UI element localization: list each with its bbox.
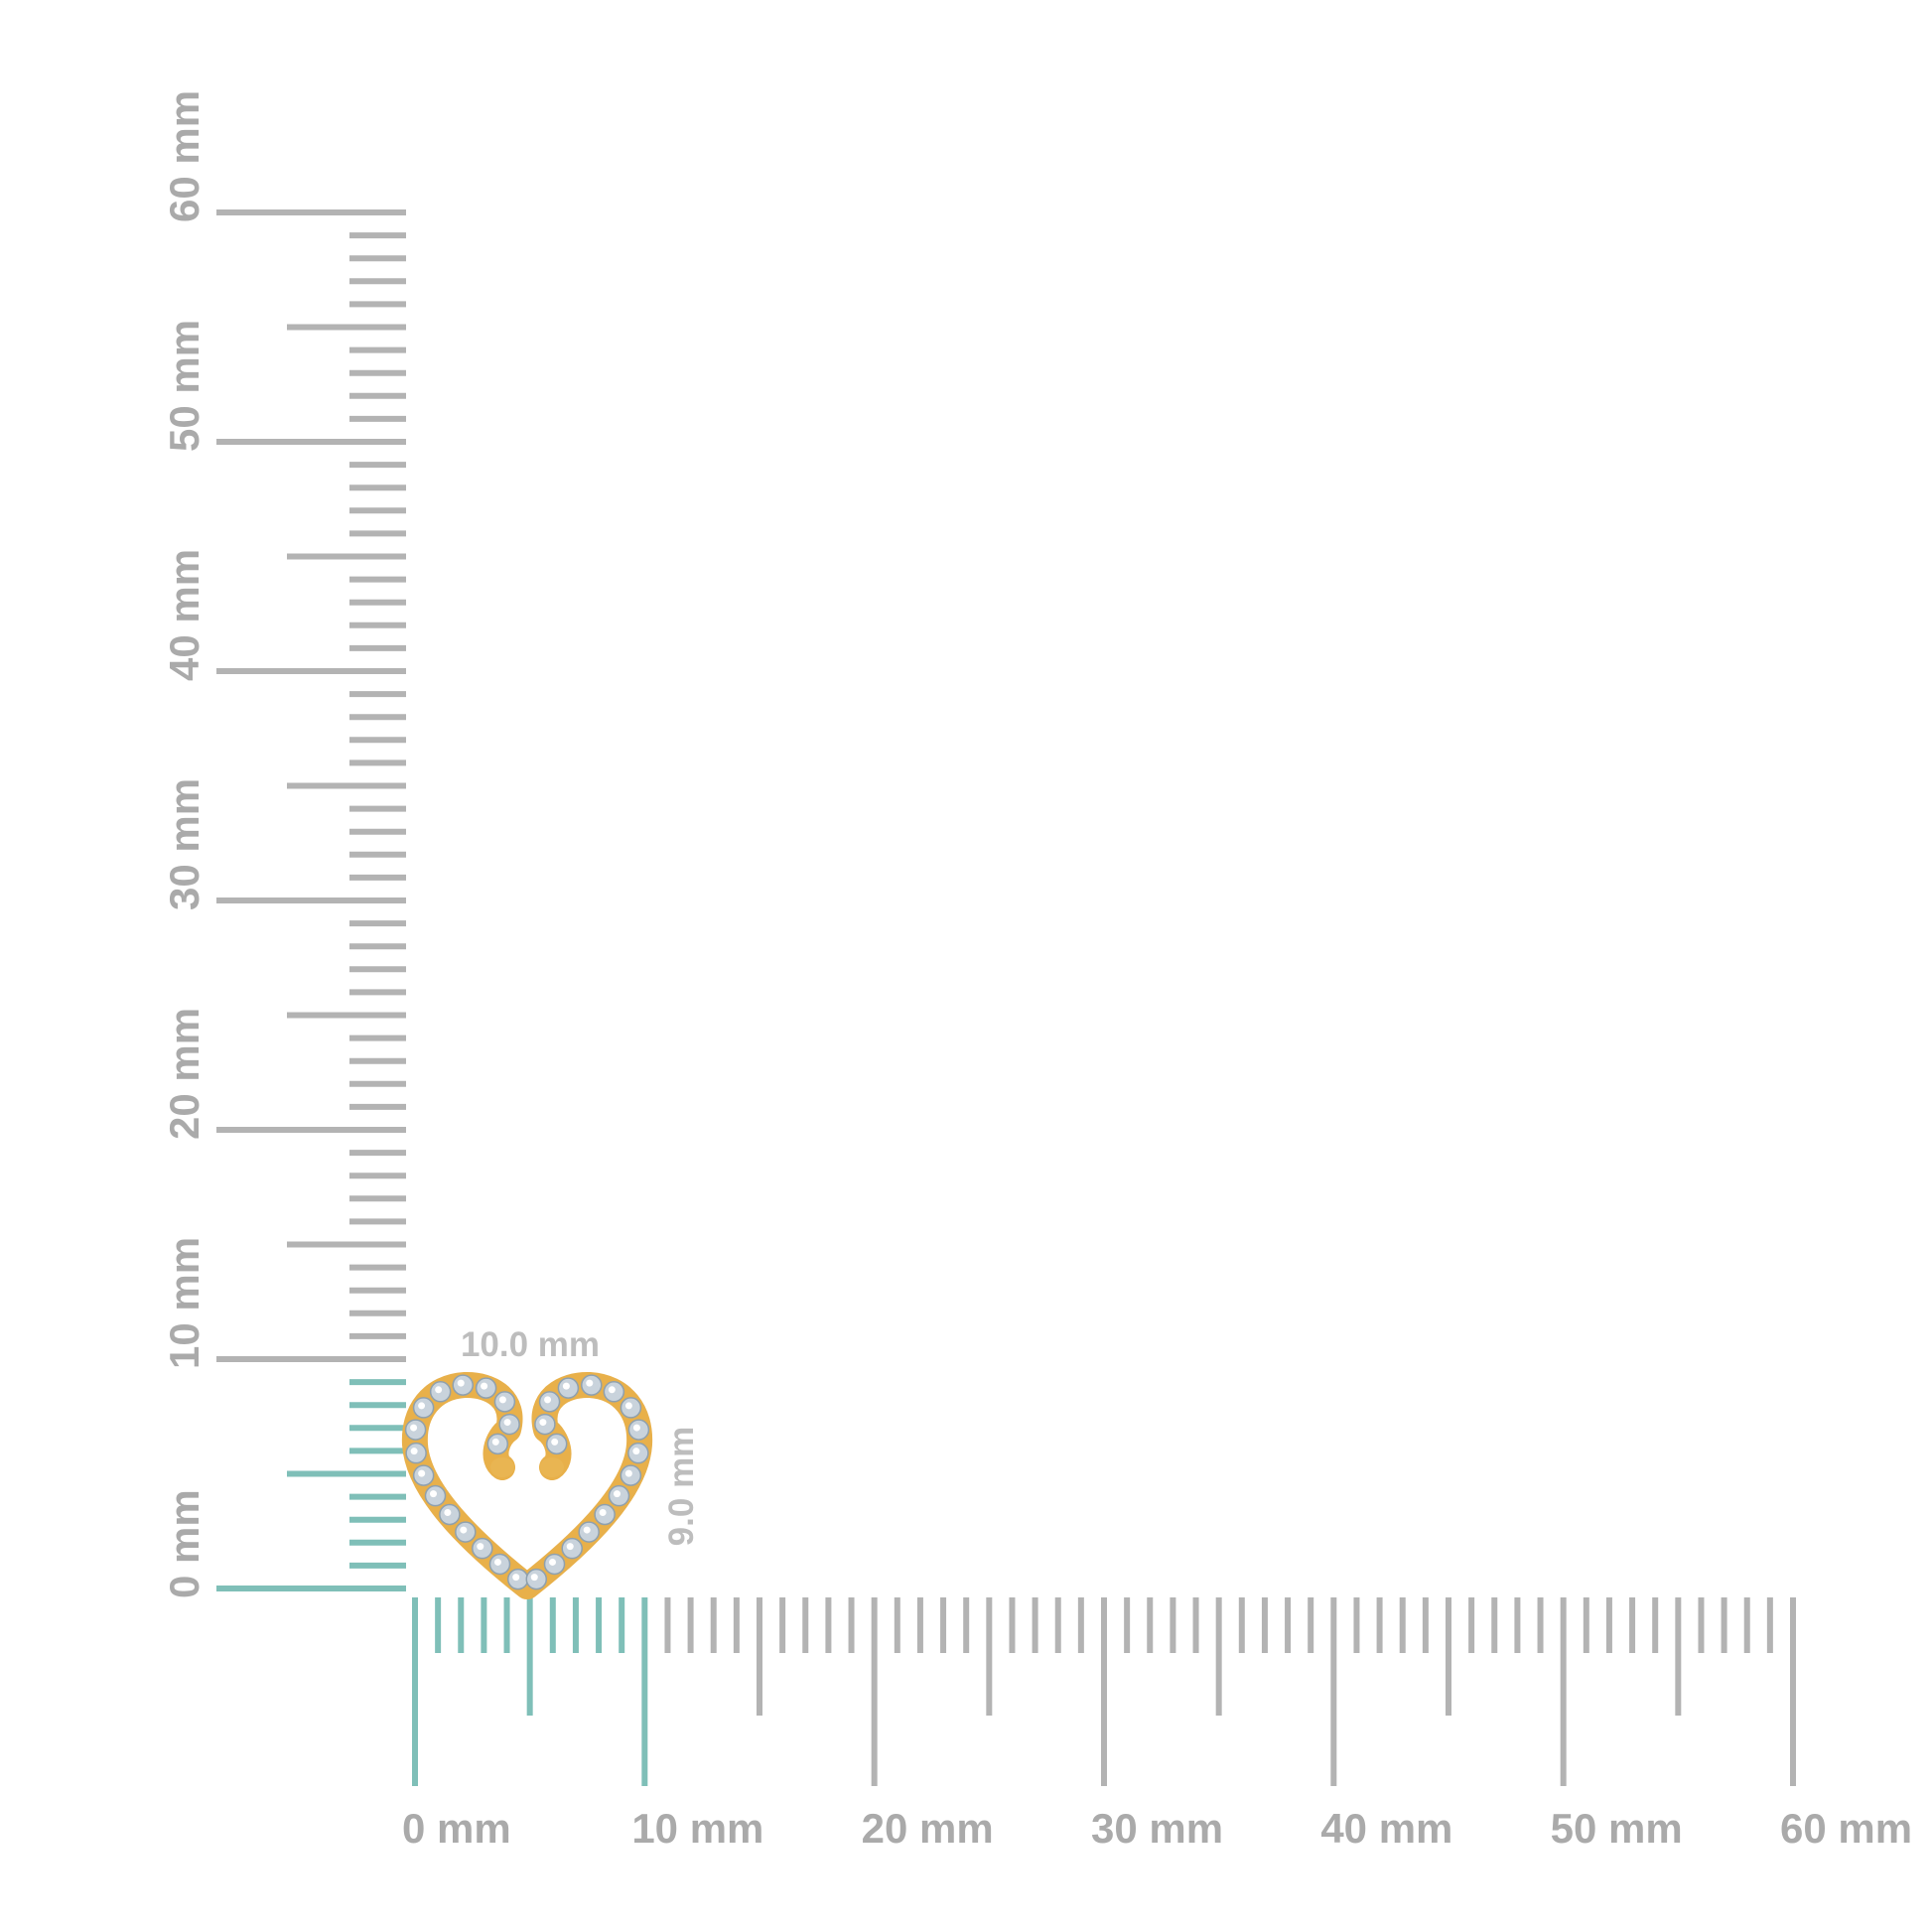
diamond-sparkle [544, 1396, 552, 1404]
diamond-sparkle [624, 1402, 632, 1410]
diamond-sparkle [457, 1379, 465, 1387]
heart-pendant-image [401, 1372, 653, 1599]
diamond-sparkle [498, 1396, 506, 1404]
diamond-sparkle [410, 1424, 418, 1432]
vertical-ruler-label: 20 mm [161, 1008, 207, 1140]
diamond-sparkle [624, 1469, 632, 1477]
diamond-sparkle [614, 1490, 621, 1498]
diamond-sparkle [410, 1448, 418, 1455]
width-dimension-label: 10.0 mm [461, 1325, 600, 1364]
vertical-ruler-label: 50 mm [161, 320, 207, 452]
diamond-sparkle [562, 1382, 570, 1390]
horizontal-ruler-label: 10 mm [631, 1805, 763, 1852]
vertical-ruler-label: 10 mm [161, 1237, 207, 1369]
diamond-sparkle [632, 1424, 640, 1432]
diamond-sparkle [632, 1448, 640, 1455]
diamond-sparkle [549, 1558, 557, 1566]
horizontal-ruler-label: 0 mm [402, 1805, 511, 1852]
diamond-sparkle [530, 1574, 538, 1582]
diamond-sparkle [493, 1558, 501, 1566]
vertical-ruler: 0 mm 10 mm 20 mm 30 mm 40 mm 50 mm 60 mm [161, 90, 406, 1598]
vertical-ruler-label: 0 mm [161, 1489, 207, 1598]
horizontal-ruler-label: 20 mm [862, 1805, 994, 1852]
vertical-ruler-label: 60 mm [161, 90, 207, 222]
heart-curl-end [540, 1457, 564, 1477]
horizontal-ruler-label: 60 mm [1780, 1805, 1912, 1852]
diamond-sparkle [481, 1382, 488, 1390]
diamond-sparkle [566, 1543, 574, 1551]
horizontal-ruler-label: 40 mm [1320, 1805, 1452, 1852]
heart-curl-end [490, 1457, 514, 1477]
diamond-sparkle [460, 1526, 468, 1534]
diamond-sparkle [512, 1574, 520, 1582]
diamond-stones [404, 1374, 650, 1590]
vertical-ruler-label: 30 mm [161, 778, 207, 910]
horizontal-ruler: 0 mm 10 mm 20 mm 30 mm 40 mm 50 mm 60 mm [402, 1597, 1912, 1852]
diamond-sparkle [429, 1490, 437, 1498]
diamond-sparkle [435, 1386, 443, 1394]
diamond-sparkle [551, 1438, 559, 1446]
horizontal-ruler-label: 50 mm [1551, 1805, 1683, 1852]
heart-gold-frame [401, 1372, 653, 1599]
diamond-sparkle [444, 1509, 452, 1517]
height-dimension-label: 9.0 mm [662, 1427, 701, 1547]
vertical-ruler-label: 40 mm [161, 549, 207, 681]
diamond-sparkle [503, 1419, 511, 1427]
diamond-sparkle [418, 1402, 426, 1410]
diamond-sparkle [418, 1469, 426, 1477]
diamond-sparkle [599, 1509, 607, 1517]
diamond-sparkle [608, 1386, 616, 1394]
diamond-sparkle [539, 1419, 547, 1427]
horizontal-ruler-label: 30 mm [1091, 1805, 1223, 1852]
diamond-sparkle [491, 1438, 499, 1446]
diamond-sparkle [583, 1526, 591, 1534]
diamond-sparkle [477, 1543, 484, 1551]
diamond-sparkle [586, 1379, 594, 1387]
